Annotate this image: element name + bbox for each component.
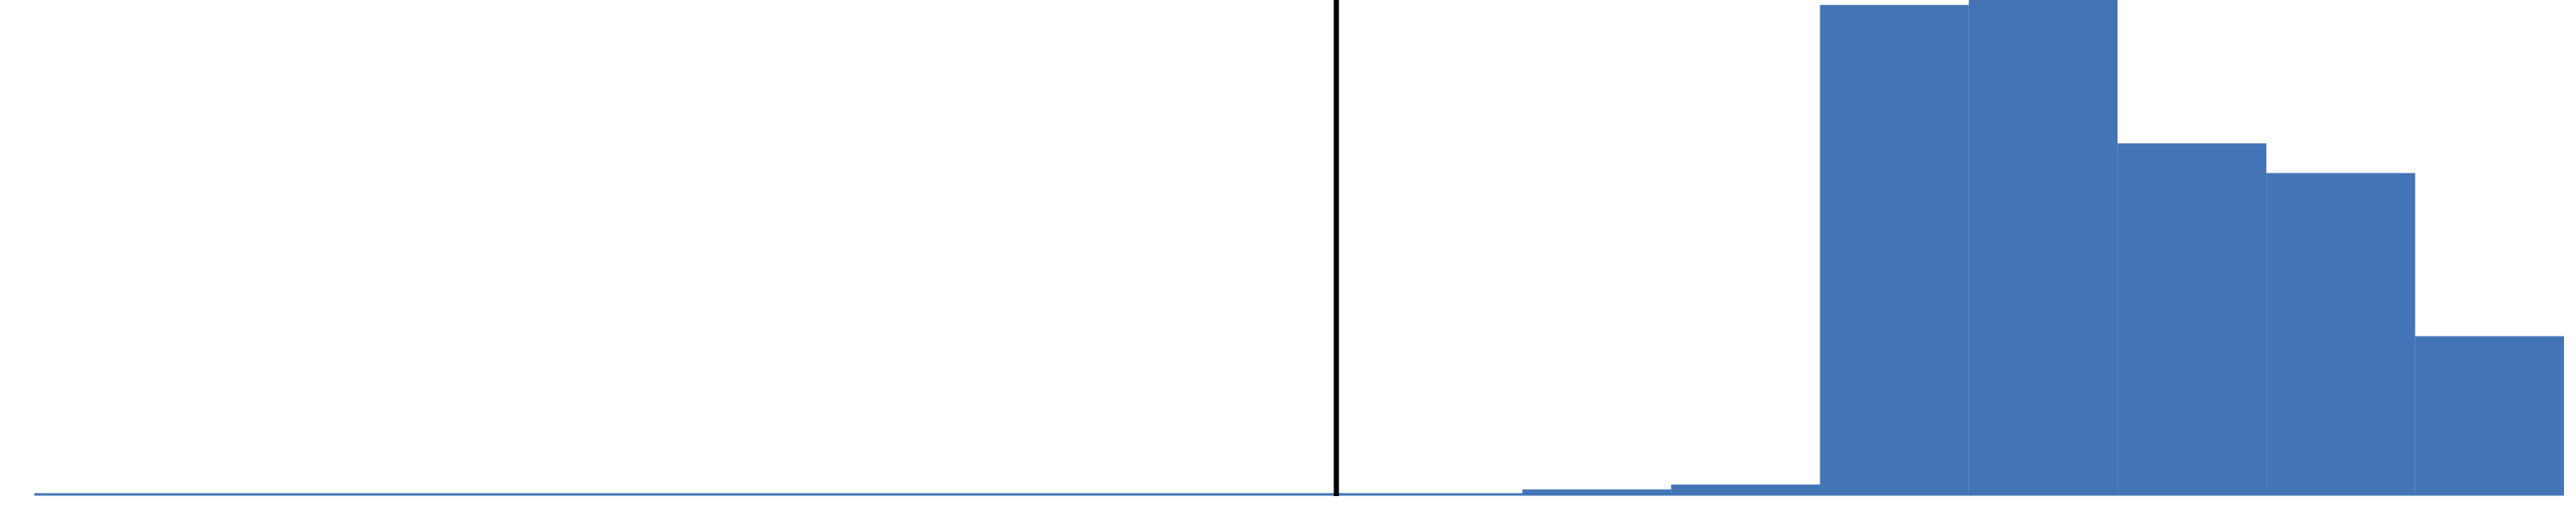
histogram-bar-14: [1968, 0, 2118, 494]
histogram-bar-17: [2415, 336, 2564, 494]
histogram-bar-16: [2266, 173, 2415, 494]
bars-layer: [1522, 0, 2564, 495]
histogram-bar-13: [1820, 4, 1969, 494]
histogram-bar-15: [2117, 143, 2267, 495]
histogram-bar-12: [1671, 484, 1820, 494]
histogram-bar-11: [1522, 489, 1672, 494]
